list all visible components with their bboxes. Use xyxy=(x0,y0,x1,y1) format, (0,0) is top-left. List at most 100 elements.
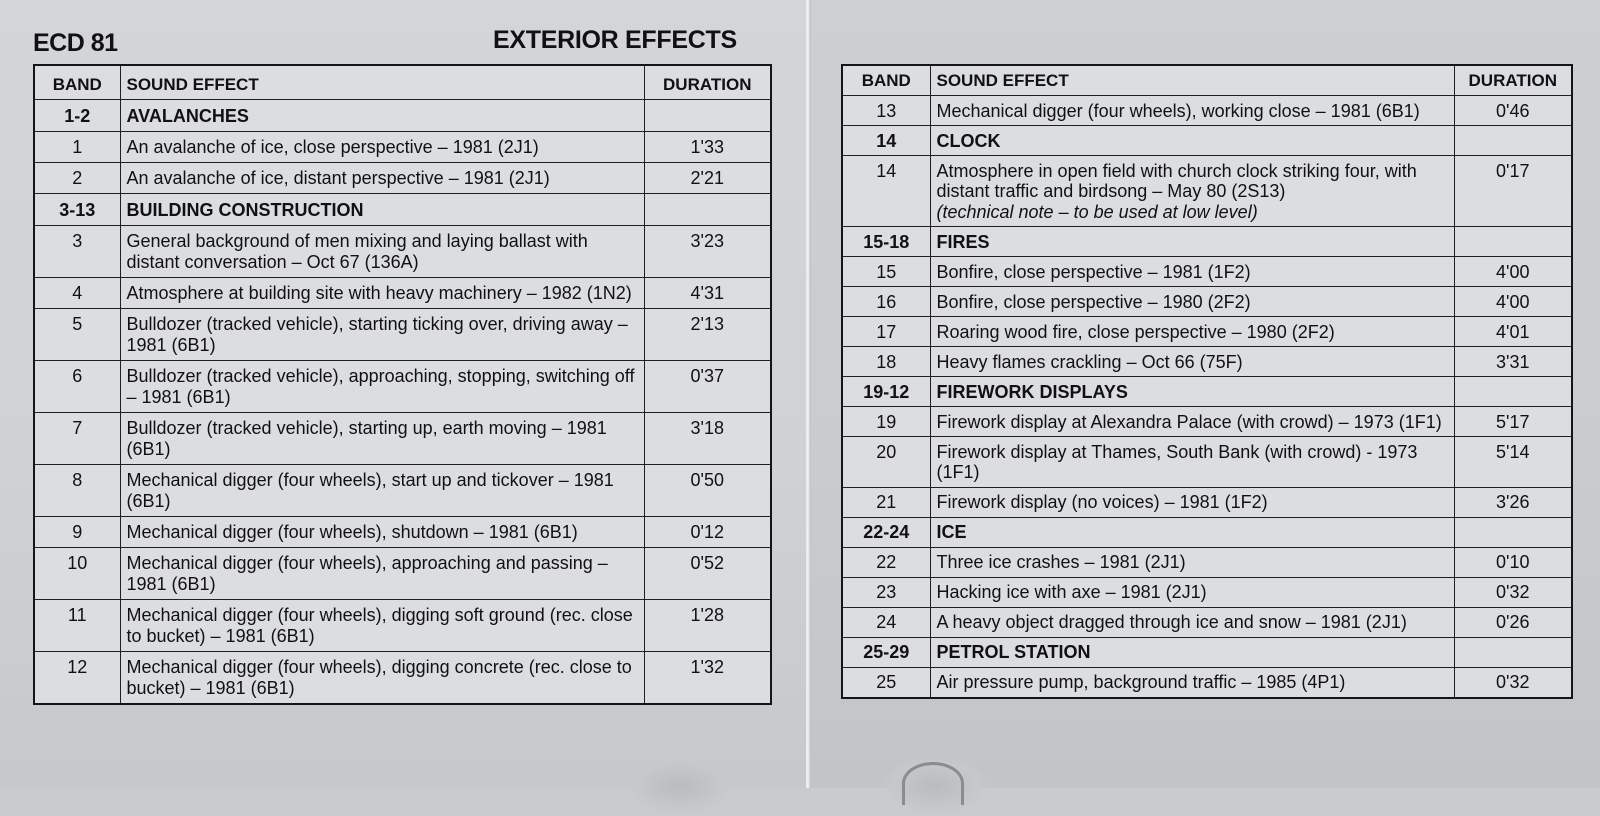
table-row: 7 Bulldozer (tracked vehicle), starting u… xyxy=(33,412,772,465)
sound-effect-text: Mechanical digger (four wheels), start u… xyxy=(126,470,614,511)
band-cell: 7 xyxy=(33,412,121,465)
disc-notch-left xyxy=(625,756,735,816)
sound-effect-cell: Bulldozer (tracked vehicle), starting up… xyxy=(119,412,645,465)
table-row: 24 A heavy object dragged through ice and… xyxy=(841,606,1573,638)
sound-effect-cell: An avalanche of ice, close perspective –… xyxy=(119,131,645,163)
table-header-row: BAND SOUND EFFECT DURATION xyxy=(33,64,772,100)
duration-cell xyxy=(1453,376,1573,407)
sound-effect-text: FIREWORK DISPLAYS xyxy=(936,381,1128,402)
sound-effect-text: Heavy flames crackling – Oct 66 (75F) xyxy=(936,351,1243,372)
band-cell: 16 xyxy=(841,286,931,317)
sound-effect-text: Mechanical digger (four wheels), shutdow… xyxy=(126,522,578,542)
duration-cell: 0'52 xyxy=(643,547,772,600)
section-title-cell: CLOCK xyxy=(929,125,1455,156)
band-cell: 4 xyxy=(33,277,121,309)
sound-effect-text: Bulldozer (tracked vehicle), starting ti… xyxy=(126,314,628,355)
sound-effect-cell: Mechanical digger (four wheels), start u… xyxy=(119,464,645,517)
band-cell: 14 xyxy=(841,155,931,227)
table-row: 12 Mechanical digger (four wheels), diggi… xyxy=(33,651,772,705)
sound-effect-text: FIRES xyxy=(936,231,990,252)
band-cell: 11 xyxy=(33,599,121,652)
sound-effect-cell: Hacking ice with axe – 1981 (2J1) xyxy=(929,576,1455,608)
table-row: 21 Firework display (no voices) – 1981 (1… xyxy=(841,486,1573,518)
duration-cell: 4'00 xyxy=(1453,256,1573,287)
duration-cell: 3'18 xyxy=(643,412,772,465)
sound-effect-cell: Mechanical digger (four wheels), working… xyxy=(929,95,1455,126)
band-cell: 20 xyxy=(841,436,931,488)
duration-cell: 4'01 xyxy=(1453,316,1573,347)
sound-effect-text: Mechanical digger (four wheels), digging… xyxy=(126,605,633,646)
sound-effect-text: Mechanical digger (four wheels), working… xyxy=(936,100,1420,121)
sound-effect-cell: Atmosphere at building site with heavy m… xyxy=(119,277,645,309)
table-row: 20 Firework display at Thames, South Bank… xyxy=(841,436,1573,488)
page-title: EXTERIOR EFFECTS xyxy=(493,26,737,54)
column-header-sound-effect: SOUND EFFECT xyxy=(119,64,645,100)
band-cell: 6 xyxy=(33,360,121,413)
duration-cell: 4'31 xyxy=(643,277,772,309)
duration-cell: 0'26 xyxy=(1453,606,1573,638)
sound-effect-text: Roaring wood fire, close perspective – 1… xyxy=(936,321,1335,342)
section-title-cell: AVALANCHES xyxy=(119,99,645,132)
section-row: 3-13 BUILDING CONSTRUCTION xyxy=(33,193,772,226)
sound-effect-cell: Mechanical digger (four wheels), approac… xyxy=(119,547,645,600)
band-cell: 24 xyxy=(841,606,931,638)
table-row: 17 Roaring wood fire, close perspective –… xyxy=(841,316,1573,347)
table-row: 22 Three ice crashes – 1981 (2J1) 0'10 xyxy=(841,546,1573,578)
table-row: 8 Mechanical digger (four wheels), start … xyxy=(33,464,772,517)
sound-effect-cell: Mechanical digger (four wheels), shutdow… xyxy=(119,516,645,548)
duration-cell xyxy=(1453,636,1573,668)
duration-cell: 1'32 xyxy=(643,651,772,705)
catalog-code: ECD 81 xyxy=(33,29,118,57)
sound-effect-cell: Mechanical digger (four wheels), digging… xyxy=(119,599,645,652)
sound-effect-text: Air pressure pump, background traffic – … xyxy=(936,672,1346,693)
table-row: 5 Bulldozer (tracked vehicle), starting t… xyxy=(33,308,772,361)
band-cell: 1-2 xyxy=(33,99,121,132)
sound-effect-text: AVALANCHES xyxy=(126,106,249,126)
duration-cell: 1'28 xyxy=(643,599,772,652)
band-cell: 19 xyxy=(841,406,931,437)
band-cell: 21 xyxy=(841,486,931,518)
sound-effect-text: Atmosphere in open field with church clo… xyxy=(936,160,1417,202)
duration-cell: 0'32 xyxy=(1453,666,1573,698)
sound-effect-cell: Bonfire, close perspective – 1981 (1F2) xyxy=(929,256,1455,287)
table-row: 1 An avalanche of ice, close perspective … xyxy=(33,131,772,163)
section-row: 15-18 FIRES xyxy=(841,226,1573,257)
duration-cell: 3'26 xyxy=(1453,486,1573,518)
table-row: 2 An avalanche of ice, distant perspectiv… xyxy=(33,162,772,194)
band-cell: 1 xyxy=(33,131,121,163)
disc-notch-right xyxy=(880,756,990,816)
section-row: 22-24 ICE xyxy=(841,516,1573,548)
table-row: 14 Atmosphere in open field with church c… xyxy=(841,155,1573,227)
sound-effect-cell: Firework display at Thames, South Bank (… xyxy=(929,436,1455,488)
duration-cell: 0'12 xyxy=(643,516,772,548)
band-cell: 23 xyxy=(841,576,931,608)
band-cell: 13 xyxy=(841,95,931,126)
sound-effect-text: General background of men mixing and lay… xyxy=(126,231,588,272)
section-title-cell: PETROL STATION xyxy=(929,636,1455,668)
band-cell: 19-12 xyxy=(841,376,931,407)
effects-table-left: BAND SOUND EFFECT DURATION 1-2 AVALANCHES… xyxy=(33,64,772,705)
sound-effect-text: Mechanical digger (four wheels), approac… xyxy=(126,553,608,594)
table-row: 18 Heavy flames crackling – Oct 66 (75F) 3… xyxy=(841,346,1573,377)
duration-cell: 0'50 xyxy=(643,464,772,517)
band-cell: 15-18 xyxy=(841,226,931,257)
sound-effect-text: An avalanche of ice, distant perspective… xyxy=(126,168,550,188)
sound-effect-text: BUILDING CONSTRUCTION xyxy=(126,200,364,220)
duration-cell: 0'32 xyxy=(1453,576,1573,608)
table-row: 13 Mechanical digger (four wheels), worki… xyxy=(841,95,1573,126)
band-cell: 25 xyxy=(841,666,931,698)
section-title-cell: ICE xyxy=(929,516,1455,548)
column-header-band: BAND xyxy=(33,64,121,100)
table-row: 11 Mechanical digger (four wheels), diggi… xyxy=(33,599,772,652)
sound-effect-cell: Atmosphere in open field with church clo… xyxy=(929,155,1455,227)
sound-effect-cell: Bulldozer (tracked vehicle), approaching… xyxy=(119,360,645,413)
sound-effect-text: Mechanical digger (four wheels), digging… xyxy=(126,657,632,698)
section-title-cell: FIREWORK DISPLAYS xyxy=(929,376,1455,407)
duration-cell: 3'23 xyxy=(643,225,772,278)
section-row: 14 CLOCK xyxy=(841,125,1573,156)
table-row: 25 Air pressure pump, background traffic … xyxy=(841,666,1573,698)
table-row: 10 Mechanical digger (four wheels), appro… xyxy=(33,547,772,600)
section-title-cell: BUILDING CONSTRUCTION xyxy=(119,193,645,226)
sound-effect-text: Bulldozer (tracked vehicle), starting up… xyxy=(126,418,607,459)
table-row: 15 Bonfire, close perspective – 1981 (1F2… xyxy=(841,256,1573,287)
